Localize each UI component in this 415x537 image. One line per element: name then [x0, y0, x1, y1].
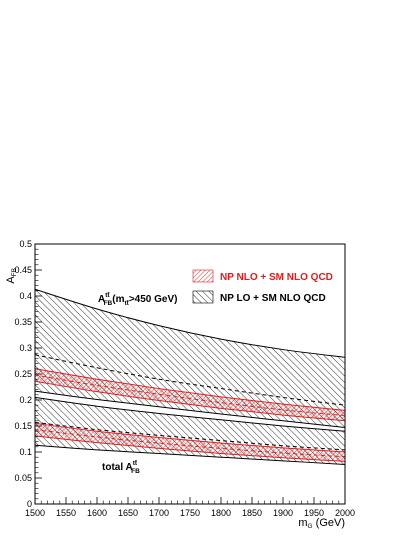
y-axis: 0 0.05 0.1 0.15 0.2 0.25 0.3 0.35 0.4 0.45 0.5 [14, 239, 42, 509]
y-tick-label: 0.25 [14, 369, 32, 379]
x-tick-label: 1750 [180, 508, 200, 518]
y-tick-label: 0.1 [19, 447, 32, 457]
band-center-line [35, 421, 345, 451]
x-tick-label: 1950 [304, 508, 324, 518]
x-tick-label: 1900 [273, 508, 293, 518]
annotation-upper-band: Att̄ FB(mtt̄>450 GeV) [98, 290, 177, 307]
band-upper-edge [35, 288, 345, 358]
y-tick-label: 0 [27, 499, 32, 509]
annotation-lower-band: total Att̄ FB [102, 458, 140, 475]
band-upper-edge [35, 422, 345, 453]
legend: NP NLO + SM NLO QCD NP LO + SM NLO QCD [192, 269, 333, 304]
x-tick-label: 1850 [242, 508, 262, 518]
band-center-line [35, 354, 345, 406]
y-tick-label: 0.3 [19, 343, 32, 353]
y-tick-label: 0.05 [14, 473, 32, 483]
y-axis-title: AFB [5, 268, 18, 284]
x-tick-label: 1500 [25, 508, 45, 518]
y-tick-label: 0.35 [14, 317, 32, 327]
band-lower-edge [35, 380, 345, 422]
x-axis: 1500 1550 1600 1650 1700 1750 1800 1850 1900 1950… [25, 497, 355, 518]
legend-label-np-nlo: NP NLO + SM NLO QCD [220, 272, 333, 283]
y-tick-label: 0.45 [14, 265, 32, 275]
band-center-line [35, 429, 345, 458]
band-upper-edge [35, 396, 345, 432]
band-upper-edge [35, 368, 345, 411]
legend-swatch-np-nlo [192, 269, 214, 283]
x-tick-label: 1800 [211, 508, 231, 518]
band-lower-edge [35, 390, 345, 429]
band-lower-edge [35, 435, 345, 462]
y-tick-label: 0.5 [19, 239, 32, 249]
legend-label-np-lo: NP LO + SM NLO QCD [220, 293, 326, 304]
x-tick-label: 2000 [335, 508, 355, 518]
band-total-np-nlo [35, 422, 345, 462]
x-tick-label: 1700 [149, 508, 169, 518]
bands [35, 288, 345, 465]
legend-swatch-np-lo [192, 290, 214, 304]
y-tick-label: 0.2 [19, 395, 32, 405]
band-lower-edge [35, 444, 345, 465]
x-tick-label: 1550 [56, 508, 76, 518]
x-tick-label: 1650 [118, 508, 138, 518]
y-tick-label: 0.15 [14, 421, 32, 431]
band-mtt>450-np-nlo [35, 368, 345, 422]
x-tick-label: 1600 [87, 508, 107, 518]
y-tick-label: 0.4 [19, 291, 32, 301]
x-axis-title: mG (GeV) [298, 517, 345, 530]
band-center-line [35, 374, 345, 417]
